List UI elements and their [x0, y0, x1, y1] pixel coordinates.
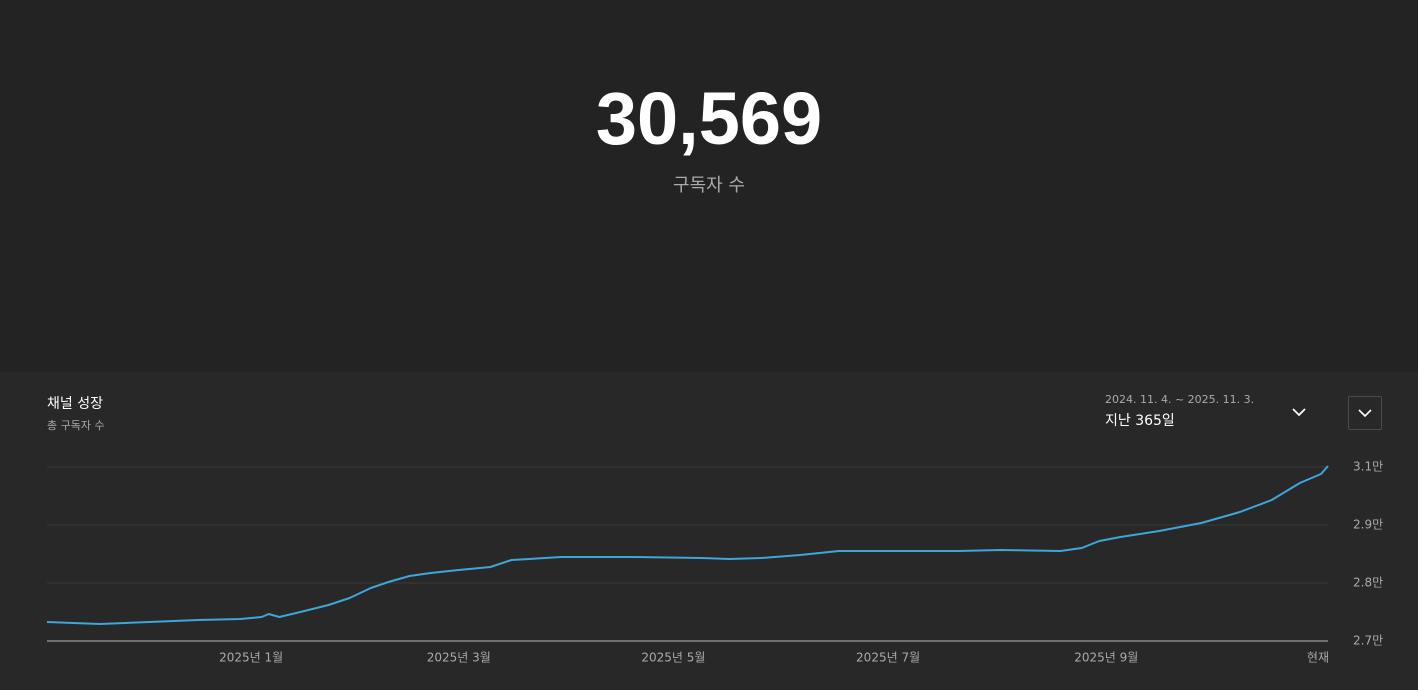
x-tick-label: 현재	[1307, 651, 1329, 665]
x-tick-label: 2025년 9월	[1074, 651, 1138, 665]
y-tick-label: 2.7만	[1353, 634, 1383, 648]
y-tick-label: 2.9만	[1353, 518, 1383, 532]
x-tick-label: 2025년 1월	[219, 651, 283, 665]
y-tick-label: 3.1만	[1353, 460, 1383, 474]
subscriber-label: 구독자 수	[673, 175, 745, 196]
subscriber-line	[46, 465, 1329, 625]
expand-icon	[1358, 409, 1372, 418]
summary: 30,569 구독자 수	[595, 77, 823, 196]
x-tick-label: 2025년 5월	[641, 651, 705, 665]
expand-button[interactable]	[1348, 396, 1382, 430]
x-tick-label: 2025년 7월	[856, 651, 920, 665]
date-range[interactable]: 2024. 11. 4. ~ 2025. 11. 3.	[1105, 393, 1255, 406]
panel-title: 채널 성장	[47, 396, 103, 412]
y-tick-label: 2.8만	[1353, 576, 1383, 590]
x-tick-label: 2025년 3월	[427, 651, 491, 665]
period[interactable]: 지난 365일	[1105, 413, 1175, 429]
growth-panel: 채널 성장 총 구독자 수 2024. 11. 4. ~ 2025. 11. 3…	[0, 372, 1418, 690]
subscriber-count: 30,569	[595, 77, 823, 160]
period-dropdown[interactable]	[1289, 402, 1309, 422]
panel-subtitle: 총 구독자 수	[47, 419, 105, 432]
